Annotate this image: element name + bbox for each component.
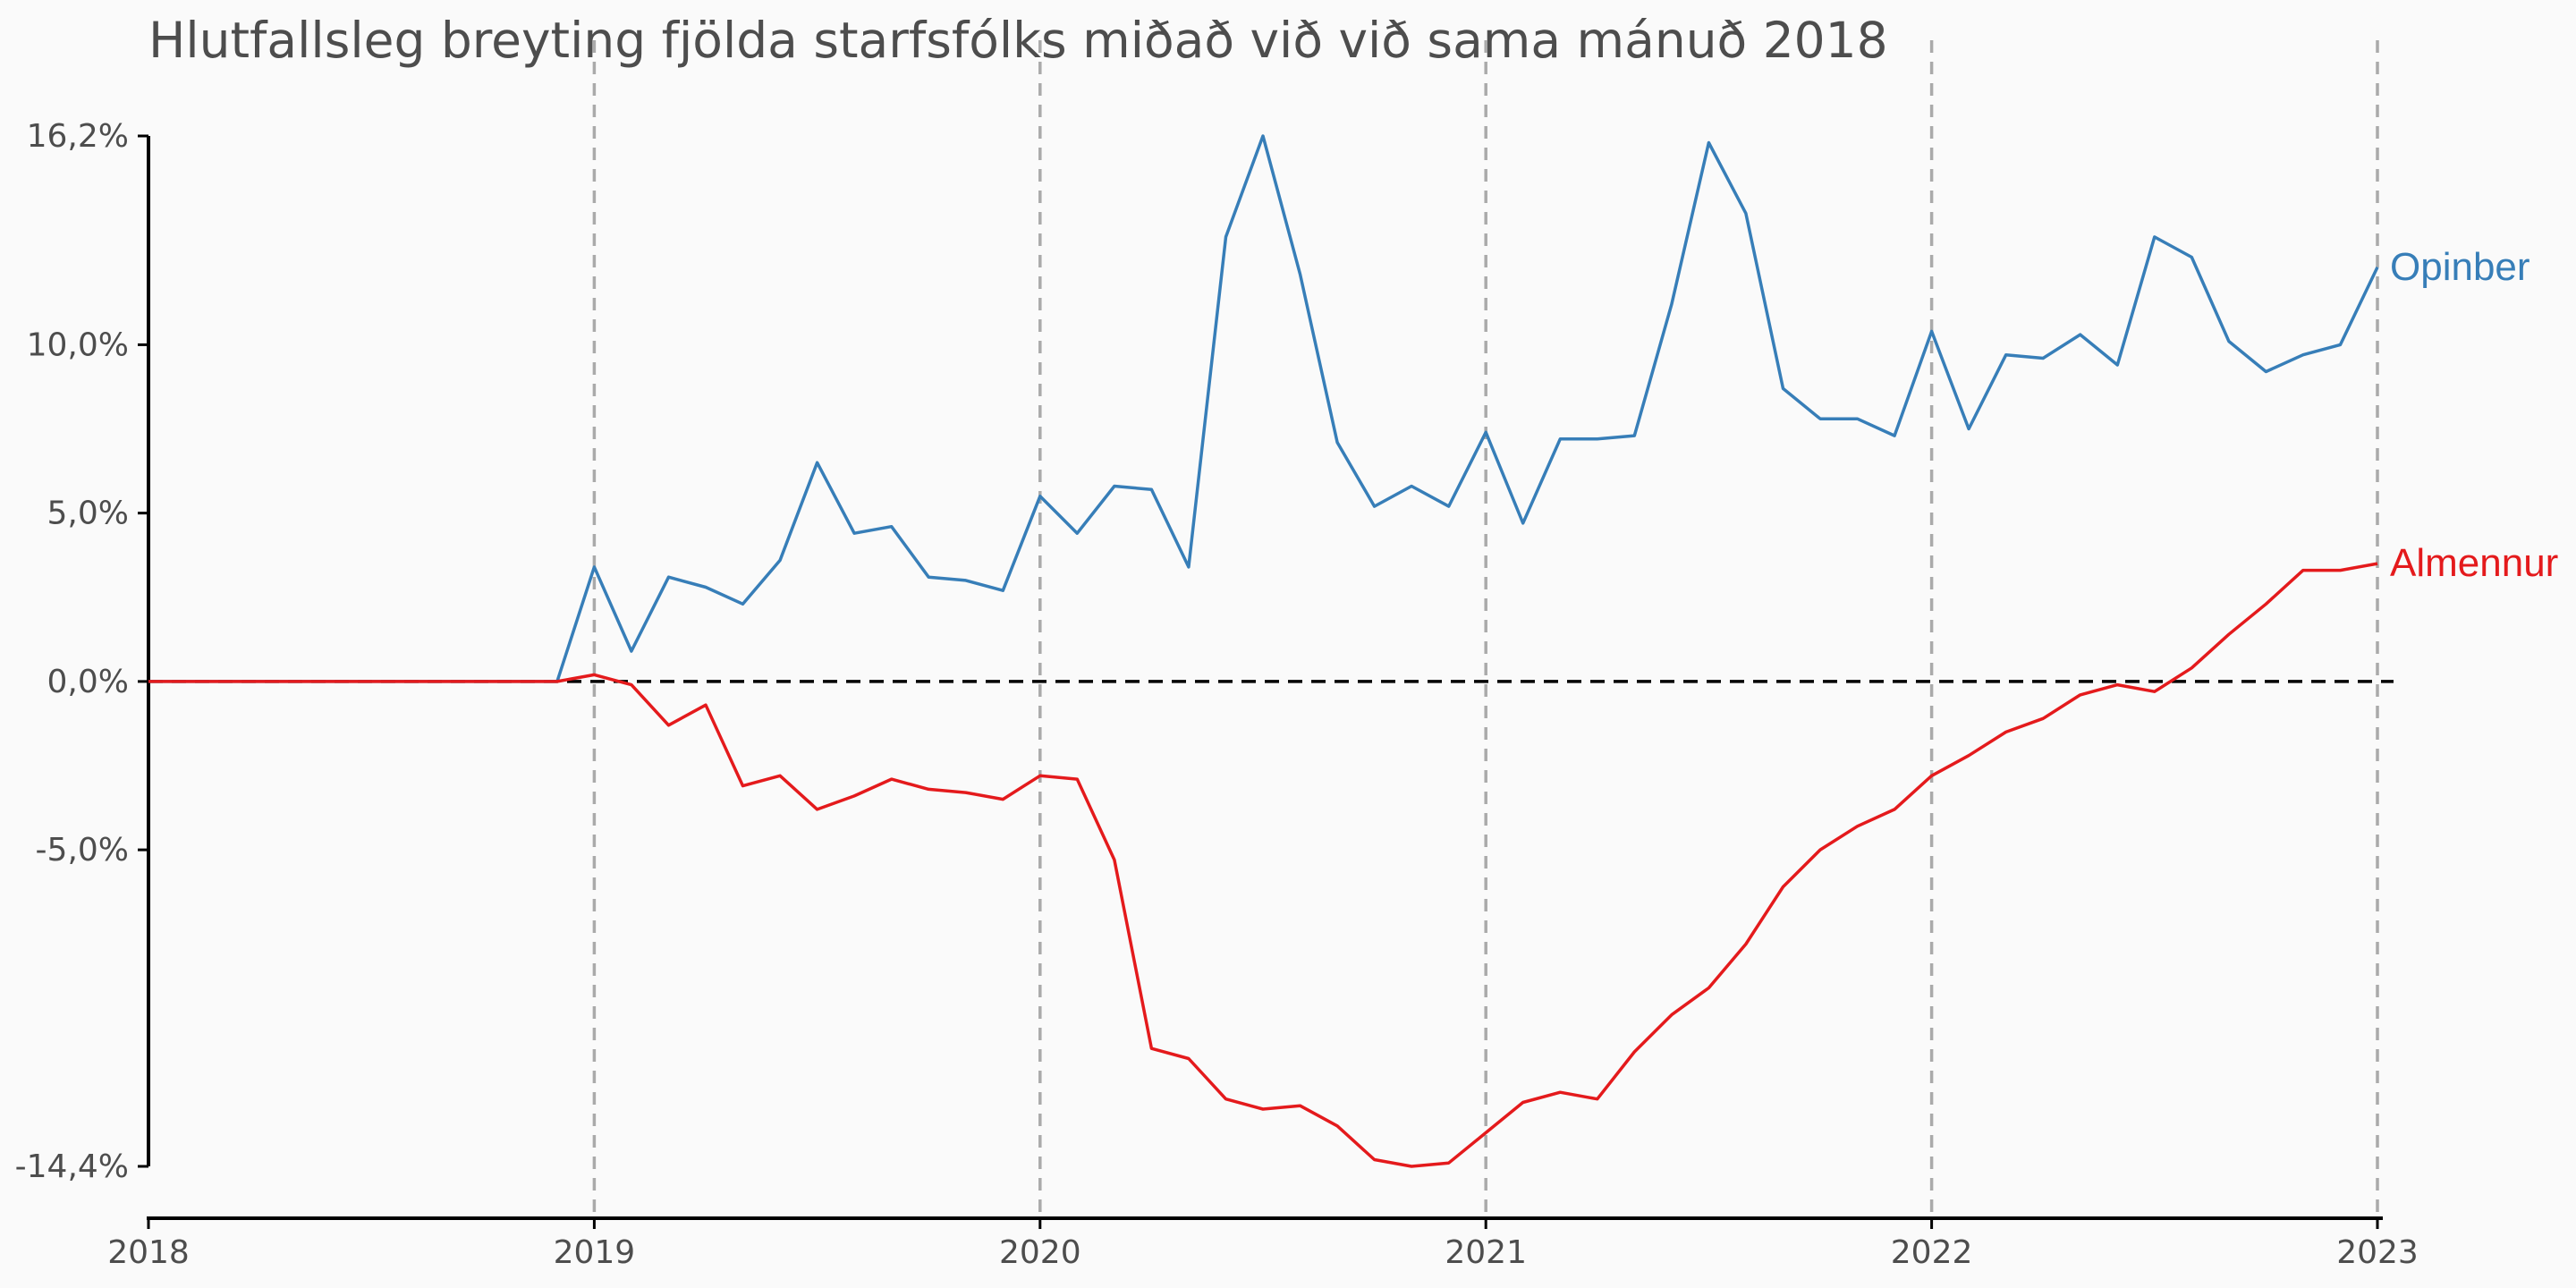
series-label-opinber: Opinber	[2390, 245, 2530, 289]
y-tick-label: -14,4%	[15, 1148, 129, 1185]
series-line-opinber	[148, 134, 2379, 683]
y-tick-label: 10,0%	[27, 326, 129, 363]
y-tick-label: -5,0%	[36, 832, 129, 869]
x-tick-label: 2019	[554, 1234, 636, 1271]
y-tick-label: 5,0%	[47, 496, 129, 532]
series-label-almennur: Almennur	[2390, 541, 2558, 585]
axes	[147, 136, 2383, 1220]
y-tick-label: 0,0%	[47, 664, 129, 700]
x-tick-label: 2020	[999, 1234, 1081, 1271]
x-tick-label: 2023	[2336, 1234, 2419, 1271]
series-lines	[148, 134, 2379, 1168]
chart-title: Hlutfallsleg breyting fjölda starfsfólks…	[148, 12, 1888, 69]
x-tick-label: 2021	[1445, 1234, 1527, 1271]
y-axis-ticks: 16,2% 10,0% 5,0% 0,0% -5,0% -14,4%	[15, 118, 148, 1185]
series-line-almennur	[148, 562, 2378, 1168]
y-tick-label: 16,2%	[27, 118, 129, 155]
x-tick-label: 2022	[1891, 1234, 1973, 1271]
x-tick-label: 2018	[107, 1234, 190, 1271]
x-axis-ticks: 2018 2019 2020 2021 2022 2023	[107, 1218, 2419, 1271]
vertical-gridlines	[592, 40, 2379, 1218]
series-labels: Opinber Almennur	[2390, 245, 2558, 585]
